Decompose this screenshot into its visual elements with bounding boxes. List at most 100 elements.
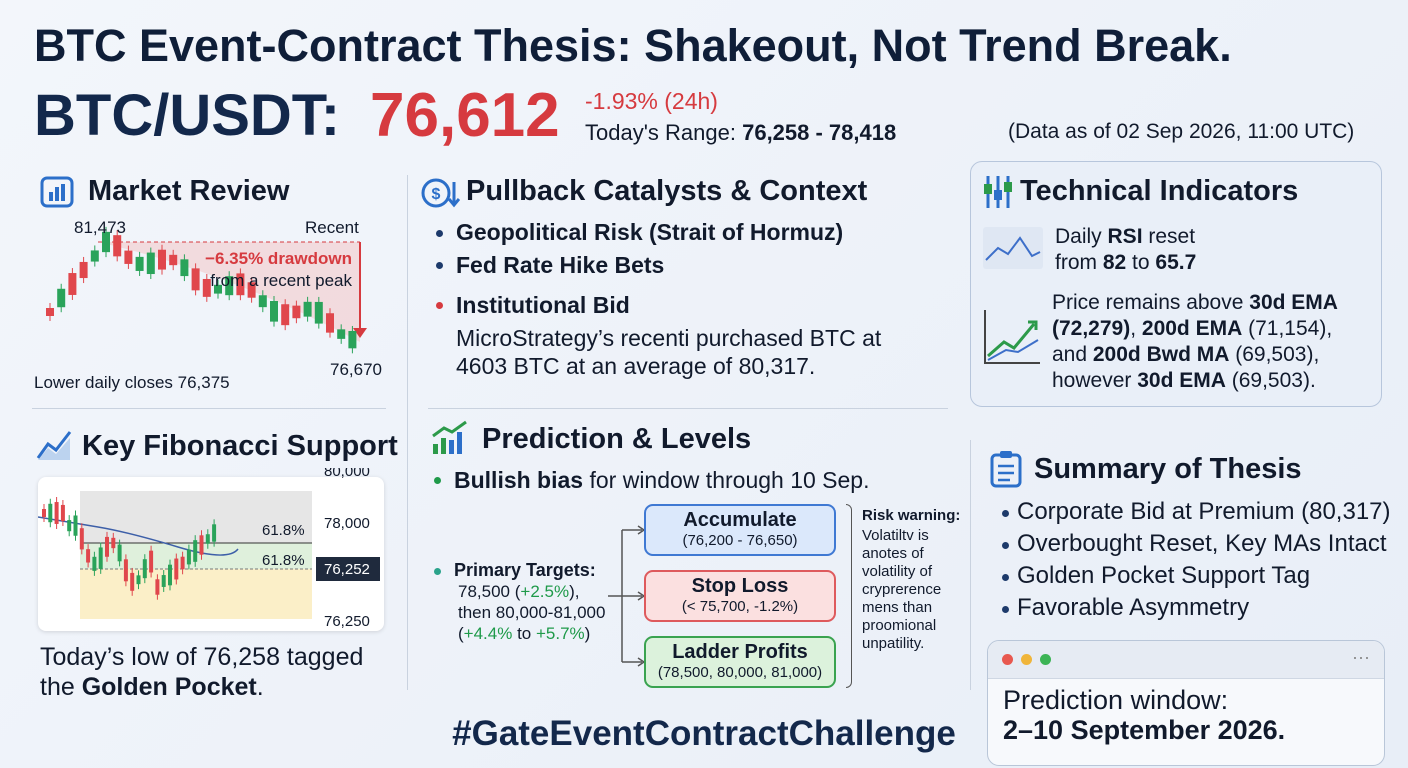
text: Bullish bias bbox=[454, 467, 584, 493]
decor-candle bbox=[225, 276, 234, 296]
box-detail: (76,200 - 76,650) bbox=[682, 532, 798, 549]
decor-candle bbox=[68, 273, 77, 295]
decor-candle bbox=[102, 231, 110, 253]
text: 200d EMA bbox=[1141, 317, 1243, 340]
icon bbox=[36, 431, 72, 460]
decor-candle bbox=[130, 572, 135, 591]
text: 65.7 bbox=[1155, 251, 1197, 274]
decor-candle bbox=[314, 301, 323, 324]
decor-candle bbox=[54, 502, 59, 524]
decor-candle bbox=[180, 259, 189, 277]
bracket bbox=[846, 504, 852, 688]
level-box: Accumulate (76,200 - 76,650) bbox=[644, 504, 836, 556]
level-box: Ladder Profits (78,500, 80,000, 81,000) bbox=[644, 636, 836, 688]
risk-title: Risk warning: bbox=[862, 507, 961, 524]
decor-candle bbox=[214, 284, 222, 294]
bullet bbox=[1002, 510, 1009, 517]
text: 30d EMA bbox=[1249, 291, 1338, 314]
level-box: Stop Loss (< 75,700, -1.2%) bbox=[644, 570, 836, 622]
fib-level: 76,252 bbox=[324, 561, 370, 578]
icon: $ bbox=[421, 178, 460, 208]
decor-candle bbox=[193, 540, 198, 562]
decor-candle bbox=[337, 329, 346, 339]
text: (72,279) bbox=[1052, 317, 1131, 340]
box-detail: (78,500, 80,000, 81,000) bbox=[657, 664, 823, 681]
text: then 80,000-81,000 bbox=[458, 603, 606, 622]
decor-candle bbox=[113, 235, 122, 257]
decor-candle bbox=[90, 250, 99, 262]
decor-candle bbox=[124, 250, 133, 264]
text: +2.5% bbox=[520, 582, 570, 601]
decor-candle bbox=[168, 564, 172, 586]
decor-candle bbox=[180, 556, 185, 570]
decor-candle bbox=[48, 503, 53, 523]
decor-candle bbox=[98, 547, 103, 569]
decor-candle bbox=[191, 268, 200, 291]
summary-item: Corporate Bid at Premium (80,317) bbox=[1017, 498, 1391, 525]
targets-label: Primary Targets: bbox=[454, 560, 596, 580]
icon bbox=[990, 451, 1022, 488]
text: (69,503). bbox=[1225, 369, 1316, 392]
decor-candle bbox=[258, 295, 267, 308]
decor-candle bbox=[105, 536, 109, 557]
decor-candle bbox=[136, 575, 141, 585]
fib-caption: Today’s low of 76,258 tagged the Golden P… bbox=[40, 642, 400, 702]
section-title: Technical Indicators bbox=[1020, 175, 1299, 207]
icon bbox=[40, 176, 74, 208]
range-label: Today's Range: bbox=[585, 120, 736, 145]
range-value: 76,258 - 78,418 bbox=[742, 120, 897, 145]
bullet bbox=[1002, 542, 1009, 549]
text: to bbox=[1126, 251, 1156, 274]
decor-candle bbox=[67, 520, 72, 532]
icon bbox=[432, 420, 467, 454]
decor-candle bbox=[123, 559, 128, 582]
text: ), bbox=[569, 582, 580, 601]
decor-candle bbox=[174, 558, 179, 580]
decor-candle bbox=[161, 575, 166, 587]
decor-candle bbox=[149, 550, 154, 573]
text: however bbox=[1052, 369, 1138, 392]
catalyst-text: MicroStrategy’s recenti purchased BTC at… bbox=[456, 325, 882, 379]
fib-level: 76,250 bbox=[324, 613, 370, 630]
text: 78,500 ( bbox=[458, 582, 521, 601]
hashtag: #GateEventContractChallenge bbox=[452, 714, 956, 753]
decor-candle bbox=[281, 304, 290, 326]
text: 82 bbox=[1102, 251, 1127, 274]
decor-candle bbox=[199, 535, 204, 555]
decor-candle bbox=[348, 330, 357, 349]
market-chart bbox=[46, 226, 367, 354]
decor-candle bbox=[111, 537, 116, 549]
text: ) bbox=[584, 624, 591, 643]
divider bbox=[428, 408, 948, 409]
text: reset bbox=[1142, 225, 1196, 248]
text: +4.4% bbox=[463, 624, 513, 643]
as-of: (Data as of 02 Sep 2026, 11:00 UTC) bbox=[1008, 120, 1355, 143]
fib-level: 78,000 bbox=[324, 515, 370, 532]
decor-candle bbox=[60, 504, 65, 522]
fib-ratio: 61.8% bbox=[262, 552, 305, 569]
text: RSI bbox=[1107, 225, 1143, 248]
price: 76,612 bbox=[370, 81, 560, 150]
bullet bbox=[1002, 574, 1009, 581]
decor-candle bbox=[236, 273, 245, 296]
box-title: Stop Loss bbox=[691, 575, 789, 597]
decor-candle bbox=[135, 256, 144, 271]
box-title: Ladder Profits bbox=[672, 641, 808, 663]
section-title: Summary of Thesis bbox=[1034, 453, 1302, 485]
text: (69,503), bbox=[1229, 343, 1320, 366]
decor-candle bbox=[117, 544, 122, 562]
ema: Price remains above 30d EMA (72,279), 200… bbox=[1052, 290, 1378, 394]
connector bbox=[608, 525, 646, 667]
section-title: Prediction & Levels bbox=[482, 423, 752, 455]
text: the bbox=[40, 673, 82, 701]
drawdown: −6.35% drawdown bbox=[205, 249, 352, 268]
bias: Bullish bias for window through 10 Sep. bbox=[454, 467, 870, 494]
risk-text: Volatiltv is anotes of volatility of cry… bbox=[862, 527, 942, 652]
peak-label: 81,473 bbox=[74, 218, 126, 237]
last-label: 76,670 bbox=[330, 360, 382, 379]
decor-candle bbox=[270, 300, 278, 322]
text: Golden Pocket bbox=[81, 673, 257, 701]
pair: BTC/USDT: bbox=[34, 83, 341, 148]
window-card: ··· Prediction window: 2–10 September 20… bbox=[987, 640, 1385, 766]
